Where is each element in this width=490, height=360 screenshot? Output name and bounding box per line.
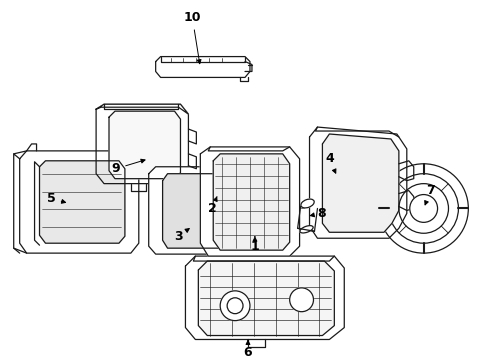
Polygon shape [163, 174, 226, 248]
Circle shape [227, 298, 243, 314]
Ellipse shape [301, 199, 314, 208]
Text: 5: 5 [47, 192, 66, 205]
Polygon shape [40, 161, 125, 243]
Text: 6: 6 [244, 340, 252, 359]
Polygon shape [185, 256, 344, 339]
Polygon shape [148, 167, 235, 254]
Text: 7: 7 [425, 184, 435, 205]
Circle shape [389, 174, 459, 243]
Polygon shape [322, 134, 399, 232]
Polygon shape [20, 151, 139, 253]
Text: 2: 2 [208, 197, 217, 215]
Text: 3: 3 [174, 229, 189, 243]
Ellipse shape [300, 226, 313, 233]
Polygon shape [213, 154, 290, 250]
Circle shape [410, 194, 438, 222]
Circle shape [290, 288, 314, 312]
Text: 1: 1 [250, 237, 259, 253]
Circle shape [399, 184, 448, 233]
Text: 4: 4 [325, 152, 336, 173]
Text: 8: 8 [310, 207, 326, 220]
Text: 10: 10 [184, 12, 201, 64]
Polygon shape [96, 104, 189, 184]
Polygon shape [310, 127, 407, 238]
Polygon shape [200, 147, 299, 256]
Polygon shape [198, 261, 334, 336]
Circle shape [220, 291, 250, 321]
Polygon shape [109, 111, 180, 179]
Text: 9: 9 [112, 159, 145, 175]
Polygon shape [96, 104, 189, 114]
Polygon shape [156, 57, 250, 77]
